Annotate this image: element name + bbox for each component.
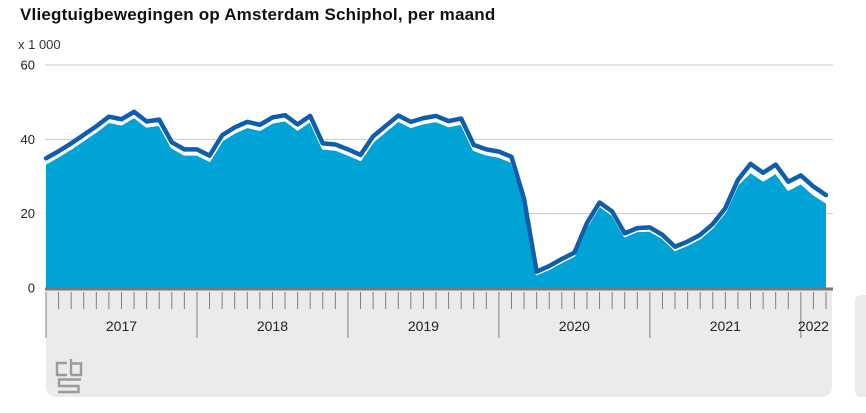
y-axis-tick-label: 40 — [21, 132, 35, 147]
cbs-logo — [55, 361, 67, 377]
y-axis-tick-label: 20 — [21, 206, 35, 221]
chart-title: Vliegtuigbewegingen op Amsterdam Schipho… — [20, 5, 496, 24]
series-line-dark-blue — [43, 109, 829, 274]
y-axis-tick-label: 0 — [28, 281, 35, 296]
cbs-logo — [57, 378, 81, 394]
adjacent-panel-edge — [855, 295, 866, 397]
axis-panel — [46, 290, 832, 397]
x-axis-year-label: 2019 — [408, 318, 439, 334]
x-axis-year-label: 2020 — [559, 318, 590, 334]
x-axis-year-label: 2021 — [710, 318, 741, 334]
x-axis-year-label: 2017 — [106, 318, 137, 334]
series-area-white-edge — [45, 116, 827, 276]
cbs-logo — [69, 359, 83, 377]
y-axis-unit-label: x 1 000 — [18, 37, 61, 52]
x-axis-year-label: 2018 — [257, 318, 288, 334]
series-area-light-blue — [46, 117, 826, 289]
y-axis-tick-label: 60 — [21, 58, 35, 73]
x-axis-year-label: 2022 — [798, 318, 829, 334]
